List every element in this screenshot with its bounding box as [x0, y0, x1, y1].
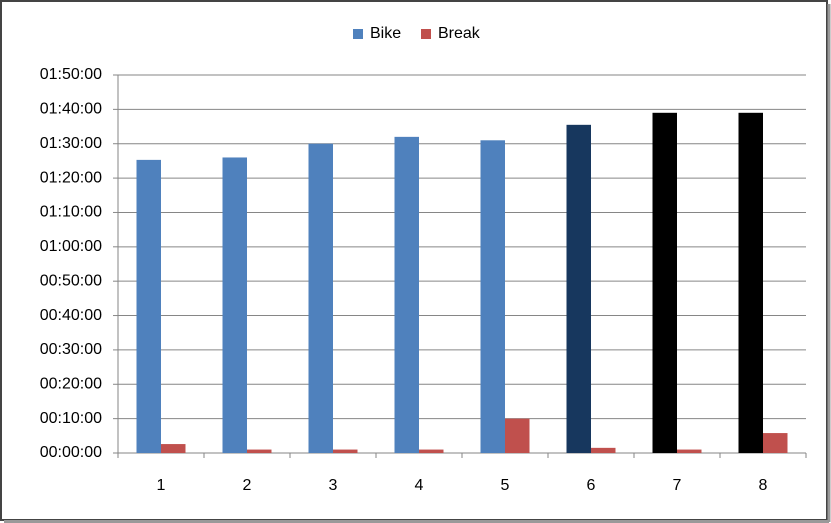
legend-swatch — [353, 29, 363, 39]
x-tick-label: 5 — [501, 477, 510, 494]
bar — [738, 112, 763, 454]
bar — [161, 444, 186, 453]
x-tick-label: 2 — [243, 477, 252, 494]
x-tick-label: 4 — [415, 477, 424, 494]
x-tick-label: 6 — [587, 477, 596, 494]
bar — [222, 157, 247, 454]
x-tick-label: 3 — [329, 477, 338, 494]
y-tick-label: 00:50:00 — [40, 272, 102, 289]
y-tick-label: 00:00:00 — [40, 444, 102, 461]
legend-label: Break — [438, 25, 481, 42]
y-tick-label: 01:10:00 — [40, 204, 102, 221]
bar — [308, 143, 333, 453]
legend-swatch — [421, 29, 431, 39]
y-tick-label: 01:40:00 — [40, 101, 102, 118]
bar — [763, 433, 788, 453]
y-tick-label: 01:00:00 — [40, 238, 102, 255]
bar — [247, 449, 272, 453]
legend-label: Bike — [370, 25, 401, 42]
x-tick-label: 7 — [673, 477, 682, 494]
y-tick-label: 00:20:00 — [40, 375, 102, 392]
y-tick-label: 01:30:00 — [40, 135, 102, 152]
bar — [480, 140, 505, 454]
y-tick-label: 01:20:00 — [40, 169, 102, 186]
bar — [333, 449, 358, 453]
bar — [419, 449, 444, 453]
y-tick-label: 01:50:00 — [40, 66, 102, 83]
bar — [652, 112, 677, 454]
y-tick-label: 00:30:00 — [40, 341, 102, 358]
x-tick-label: 1 — [157, 477, 166, 494]
x-tick-label: 8 — [759, 477, 768, 494]
bar — [136, 159, 161, 454]
bar — [394, 136, 419, 453]
bar — [566, 124, 591, 453]
y-tick-label: 00:40:00 — [40, 307, 102, 324]
bar — [505, 418, 530, 453]
y-tick-label: 00:10:00 — [40, 410, 102, 427]
bar — [677, 449, 702, 453]
bar — [591, 447, 616, 453]
